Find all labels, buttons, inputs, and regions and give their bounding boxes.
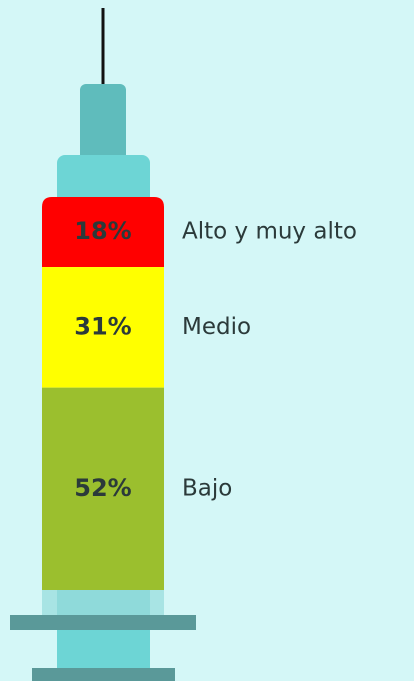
category-label: Medio [182, 314, 251, 340]
value-label: 31% [74, 312, 131, 340]
bar-segment [42, 197, 164, 268]
value-label: 52% [74, 474, 131, 502]
flange [10, 615, 196, 630]
plunger-thumb [32, 668, 175, 681]
plunger-inner [57, 585, 150, 617]
stack: 18% Alto y muy alto 31% Medio 52% Bajo [42, 197, 357, 590]
value-label: 18% [74, 217, 131, 245]
bar-segment [42, 387, 164, 590]
plunger-stem [57, 630, 150, 670]
needle-hub [80, 84, 126, 174]
category-label: Bajo [182, 475, 232, 501]
bar-segment [42, 267, 164, 388]
category-label: Alto y muy alto [182, 219, 357, 245]
